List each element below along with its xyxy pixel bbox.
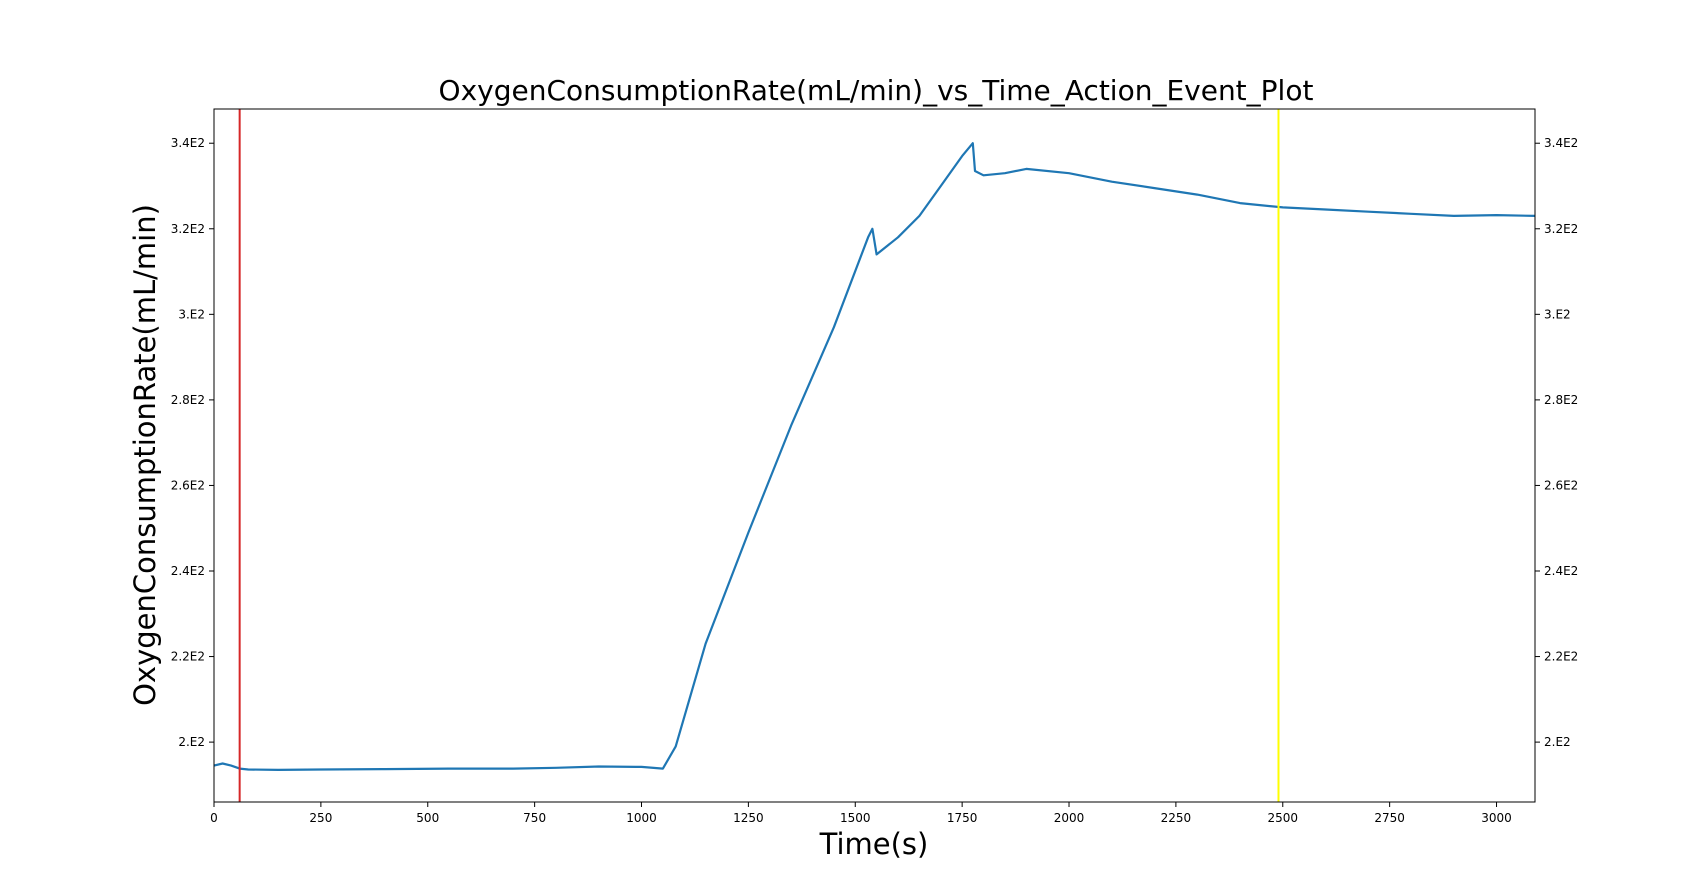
y-tick-label-right: 2.6E2 [1544, 478, 1578, 492]
y-axis-left: 2.E2 2.2E2 2.4E2 2.6E2 2.8E2 3.E2 3.2E2 3.4E2 [171, 136, 214, 749]
y-tick-label: 2.E2 [178, 735, 205, 749]
x-tick-label: 2250 [1161, 811, 1192, 825]
y-tick-label: 2.2E2 [171, 650, 205, 664]
x-tick-label: 3000 [1481, 811, 1512, 825]
plot-area [213, 109, 1536, 802]
y-tick-label-right: 2.E2 [1544, 735, 1571, 749]
y-tick-label-right: 2.8E2 [1544, 393, 1578, 407]
y-tick-label-right: 2.4E2 [1544, 564, 1578, 578]
x-tick-label: 500 [416, 811, 439, 825]
x-tick-label: 0 [210, 811, 218, 825]
series-line-0 [213, 142, 1536, 772]
y-tick-label: 2.6E2 [171, 478, 205, 492]
y-tick-label: 3.E2 [178, 307, 205, 321]
y-tick-label: 2.4E2 [171, 564, 205, 578]
y-tick-label: 3.2E2 [171, 222, 205, 236]
x-axis-label: Time(s) [819, 827, 929, 861]
y-axis-right: 2.E2 2.2E2 2.4E2 2.6E2 2.8E2 3.E2 3.2E2 3.4E2 [1535, 136, 1578, 749]
x-tick-label: 2750 [1374, 811, 1405, 825]
x-tick-label: 1000 [626, 811, 657, 825]
y-axis-label: OxygenConsumptionRate(mL/min) [128, 204, 162, 706]
x-tick-label: 2500 [1267, 811, 1298, 825]
chart-title: OxygenConsumptionRate(mL/min)_vs_Time_Ac… [439, 74, 1314, 107]
y-tick-label-right: 3.E2 [1544, 307, 1571, 321]
x-tick-label: 2000 [1054, 811, 1085, 825]
x-tick-label: 250 [309, 811, 332, 825]
y-tick-label-right: 2.2E2 [1544, 650, 1578, 664]
y-tick-label-right: 3.2E2 [1544, 222, 1578, 236]
plot-frame [213, 108, 1536, 803]
x-tick-label: 1750 [947, 811, 978, 825]
y-tick-label: 3.4E2 [171, 136, 205, 150]
y-tick-label-right: 3.4E2 [1544, 136, 1578, 150]
x-axis: 0 250 500 750 1000 1250 1500 1750 2000 2250 2500 27… [210, 802, 1512, 825]
x-tick-label: 750 [523, 811, 546, 825]
y-tick-label: 2.8E2 [171, 393, 205, 407]
x-tick-label: 1250 [733, 811, 764, 825]
x-tick-label: 1500 [840, 811, 871, 825]
